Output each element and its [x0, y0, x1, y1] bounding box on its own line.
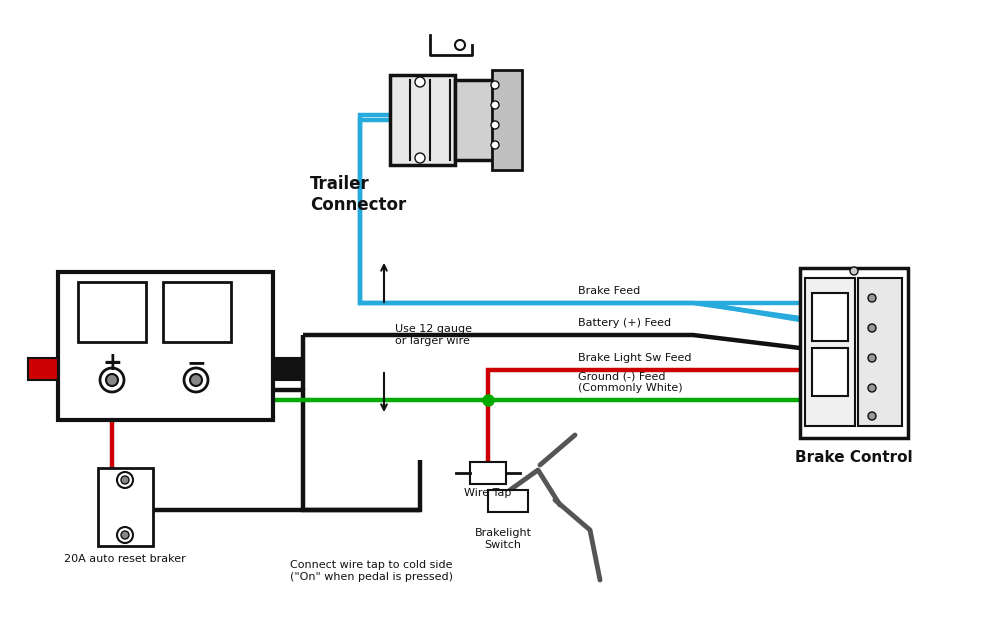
- Circle shape: [868, 384, 876, 392]
- Text: 20A auto reset braker: 20A auto reset braker: [65, 554, 185, 564]
- Circle shape: [868, 354, 876, 362]
- Bar: [488, 490, 528, 512]
- Bar: [163, 282, 231, 342]
- Text: Ground (-) Feed
(Commonly White): Ground (-) Feed (Commonly White): [578, 371, 682, 393]
- Text: Brake Control: Brake Control: [795, 450, 913, 465]
- Bar: [470, 462, 506, 484]
- Circle shape: [415, 77, 425, 87]
- Bar: [800, 268, 908, 438]
- Text: Use 12 gauge
or larger wire: Use 12 gauge or larger wire: [395, 324, 472, 346]
- Circle shape: [491, 121, 499, 129]
- Circle shape: [491, 141, 499, 149]
- Text: Brakelight
Switch: Brakelight Switch: [475, 528, 531, 549]
- Bar: [805, 278, 855, 426]
- Circle shape: [100, 368, 124, 392]
- Circle shape: [190, 374, 202, 386]
- Bar: [28, 358, 58, 380]
- Circle shape: [184, 368, 208, 392]
- Circle shape: [121, 531, 129, 539]
- Bar: [812, 293, 848, 341]
- Text: −: −: [186, 351, 206, 375]
- Circle shape: [117, 472, 133, 488]
- Text: Trailer
Connector: Trailer Connector: [310, 175, 406, 214]
- Circle shape: [491, 101, 499, 109]
- Bar: [58, 272, 273, 420]
- Circle shape: [491, 81, 499, 89]
- Bar: [812, 348, 848, 396]
- Bar: [273, 358, 303, 380]
- Bar: [98, 468, 153, 546]
- Bar: [455, 80, 495, 160]
- Text: Brake Light Sw Feed: Brake Light Sw Feed: [578, 353, 691, 363]
- Bar: [858, 278, 902, 426]
- Text: Wire Tap: Wire Tap: [465, 488, 512, 498]
- Circle shape: [121, 476, 129, 484]
- Bar: [390, 75, 455, 165]
- Bar: [78, 282, 146, 342]
- Text: Connect wire tap to cold side
("On" when pedal is pressed): Connect wire tap to cold side ("On" when…: [290, 560, 453, 582]
- Circle shape: [455, 40, 465, 50]
- Text: Battery (+) Feed: Battery (+) Feed: [578, 318, 671, 328]
- Text: +: +: [102, 351, 122, 375]
- Text: Brake Feed: Brake Feed: [578, 286, 640, 296]
- Bar: [492, 70, 522, 170]
- Circle shape: [106, 374, 118, 386]
- Circle shape: [415, 153, 425, 163]
- Circle shape: [850, 267, 858, 275]
- Circle shape: [868, 412, 876, 420]
- Circle shape: [868, 294, 876, 302]
- Circle shape: [117, 527, 133, 543]
- Circle shape: [868, 324, 876, 332]
